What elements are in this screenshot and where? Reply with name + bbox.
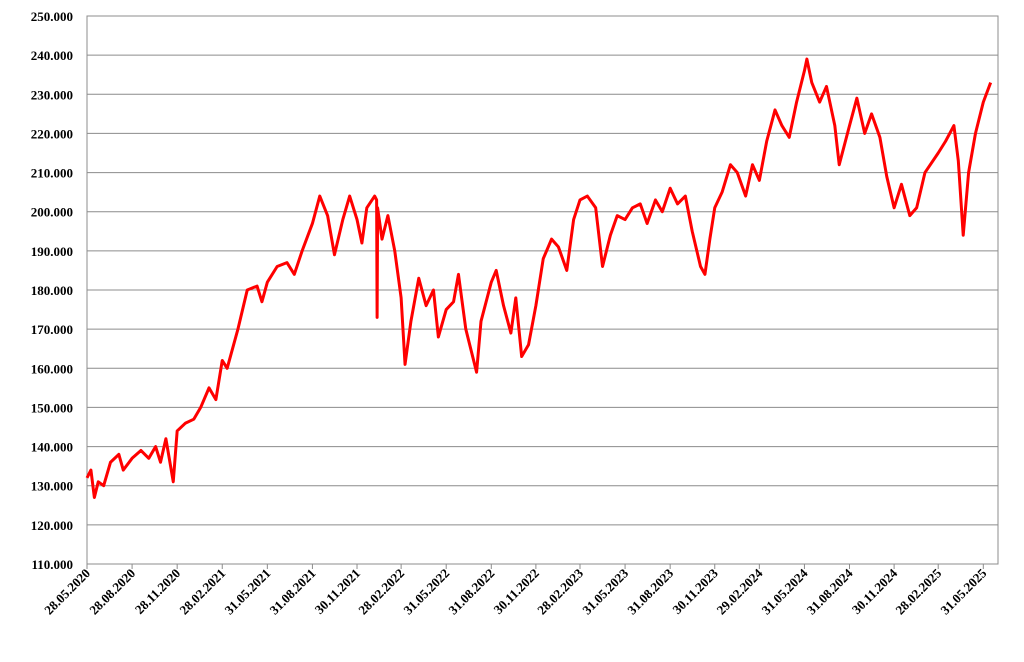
x-tick-label: 30.11.2023 (669, 565, 721, 617)
y-tick-label: 130.000 (31, 479, 73, 494)
x-tick-label: 28.05.2020 (41, 566, 93, 618)
x-tick-label: 31.05.2024 (759, 565, 811, 617)
x-tick-label: 28.11.2020 (132, 566, 183, 617)
x-tick-label: 31.08.2021 (267, 566, 319, 618)
y-tick-label: 190.000 (31, 244, 73, 259)
x-tick-label: 29.02.2024 (713, 565, 765, 617)
y-tick-label: 140.000 (31, 440, 73, 455)
x-tick-label: 30.11.2022 (491, 566, 542, 617)
y-tick-label: 110.000 (31, 557, 73, 572)
y-tick-label: 230.000 (31, 87, 73, 102)
x-tick-label: 30.11.2021 (312, 566, 363, 617)
x-tick-label: 28.02.2025 (892, 565, 944, 617)
y-tick-label: 200.000 (31, 205, 73, 220)
data-line (85, 57, 993, 499)
y-tick-label: 250.000 (31, 9, 73, 24)
x-tick-label: 31.05.2023 (579, 565, 631, 617)
y-tick-label: 220.000 (31, 126, 73, 141)
x-tick-label: 31.08.2023 (624, 565, 676, 617)
y-tick-label: 150.000 (31, 400, 73, 415)
x-tick-label: 31.08.2024 (804, 565, 856, 617)
x-tick-label: 31.08.2022 (445, 566, 497, 618)
y-tick-label: 160.000 (31, 361, 73, 376)
x-tick-label: 31.05.2021 (221, 566, 273, 618)
x-tick-label: 30.11.2024 (849, 565, 901, 617)
x-tick-label: 31.05.2025 (937, 565, 989, 617)
y-tick-label: 210.000 (31, 166, 73, 181)
x-tick-label: 28.02.2023 (534, 565, 586, 617)
x-tick-label: 28.02.2021 (176, 566, 228, 618)
x-tick-label: 31.05.2022 (400, 566, 452, 618)
x-tick-label: 28.08.2020 (86, 566, 138, 618)
y-tick-label: 120.000 (31, 518, 73, 533)
plot-frame (86, 15, 999, 565)
y-tick-label: 180.000 (31, 283, 73, 298)
x-tick-label: 28.02.2022 (355, 566, 407, 618)
y-tick-label: 240.000 (31, 48, 73, 63)
y-tick-label: 170.000 (31, 322, 73, 337)
